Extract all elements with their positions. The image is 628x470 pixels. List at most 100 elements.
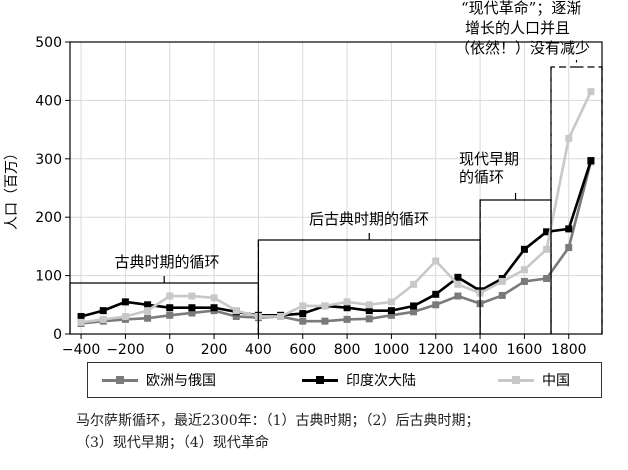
data-point-1 — [188, 304, 196, 312]
plot-frame — [69, 41, 603, 335]
data-point-1 — [77, 312, 85, 320]
data-point-2 — [277, 312, 285, 320]
data-point-1 — [587, 157, 595, 165]
x-tick-label: 800 — [334, 342, 361, 358]
data-point-1 — [299, 310, 307, 318]
data-point-1 — [387, 307, 395, 315]
data-point-2 — [454, 280, 462, 288]
annotation-modern-line1: “现代革命”；逐渐 — [461, 0, 581, 17]
legend-swatch-china — [498, 374, 534, 386]
data-point-1 — [144, 301, 152, 309]
annotation-postclassical: 后古典时期的循环 — [309, 210, 429, 228]
data-point-2 — [365, 301, 373, 309]
data-point-0 — [343, 315, 351, 323]
data-point-2 — [121, 312, 129, 320]
data-point-1 — [454, 273, 462, 281]
data-point-1 — [543, 228, 551, 236]
annotation-modern-line2: 增长的人口并且 — [465, 19, 570, 37]
data-point-2 — [144, 307, 152, 315]
data-point-0 — [232, 312, 240, 320]
legend: 欧洲与俄国 印度次大陆 中国 — [87, 362, 602, 398]
series-line-0 — [80, 161, 593, 325]
data-point-1 — [166, 304, 174, 312]
caption: 马尔萨斯循环，最近2300年：（1）古典时期；（2）后古典时期； （3）现代早期… — [76, 410, 616, 454]
data-point-2 — [543, 245, 551, 253]
data-point-0 — [543, 275, 551, 283]
data-point-2 — [321, 302, 329, 310]
caption-line-2: （3）现代早期；（4）现代革命 — [76, 435, 269, 451]
data-point-0 — [520, 277, 528, 285]
x-tick-label: 200 — [201, 342, 228, 358]
data-point-1 — [365, 307, 373, 315]
data-point-2 — [565, 134, 573, 142]
data-point-0 — [321, 317, 329, 325]
y-tick-label: 0 — [53, 327, 62, 343]
annotation-classical: 古典时期的循环 — [114, 253, 219, 271]
period-brace-0 — [69, 276, 260, 334]
x-tick-label: 1000 — [374, 342, 410, 358]
x-tick-label: 600 — [289, 342, 316, 358]
data-point-1 — [99, 307, 107, 315]
data-point-0 — [387, 311, 395, 319]
legend-swatch-europe — [102, 374, 138, 386]
legend-label-china: 中国 — [542, 373, 570, 389]
period-brace-3 — [550, 60, 603, 334]
data-point-0 — [166, 311, 174, 319]
data-point-2 — [432, 257, 440, 265]
data-point-2 — [520, 266, 528, 274]
caption-line-1: 马尔萨斯循环，最近2300年：（1）古典时期；（2）后古典时期； — [76, 413, 480, 429]
data-point-0 — [188, 309, 196, 317]
axis-ticks: −400 −200 0 200 400 600 800 1000 1200 1400 1600 180… — [35, 35, 586, 358]
legend-item-india: 印度次大陆 — [302, 363, 416, 397]
data-point-0 — [410, 308, 418, 316]
data-point-1 — [121, 298, 129, 306]
y-axis-label: 人口（百万） — [4, 146, 20, 230]
data-point-1 — [343, 304, 351, 312]
data-point-1 — [432, 290, 440, 298]
legend-label-europe: 欧洲与俄国 — [146, 373, 216, 389]
y-tick-label: 100 — [35, 269, 62, 285]
data-point-2 — [410, 280, 418, 288]
data-point-0 — [144, 314, 152, 322]
data-point-2 — [188, 292, 196, 300]
data-point-2 — [587, 88, 595, 96]
y-tick-label: 500 — [35, 35, 62, 51]
data-point-0 — [299, 317, 307, 325]
annotation-modern-line3: （依然！）没有减少 — [455, 39, 590, 57]
data-point-1 — [565, 225, 573, 233]
data-point-2 — [232, 307, 240, 315]
y-tick-label: 400 — [35, 93, 62, 109]
y-tick-label: 200 — [35, 210, 62, 226]
data-point-2 — [77, 318, 85, 326]
legend-swatch-india — [302, 374, 338, 386]
data-point-2 — [343, 298, 351, 306]
data-point-0 — [454, 292, 462, 300]
x-tick-label: 0 — [165, 342, 174, 358]
data-point-1 — [410, 302, 418, 310]
data-point-2 — [210, 294, 218, 302]
data-point-0 — [432, 301, 440, 309]
legend-item-china: 中国 — [498, 363, 570, 397]
x-tick-label: −400 — [62, 342, 100, 358]
x-tick-label: −200 — [106, 342, 144, 358]
data-point-1 — [210, 304, 218, 312]
data-point-1 — [520, 245, 528, 253]
grid-lines — [70, 41, 602, 335]
x-tick-label: 1400 — [462, 342, 498, 358]
x-tick-label: 1200 — [418, 342, 454, 358]
x-tick-label: 400 — [245, 342, 272, 358]
series-line-2 — [80, 91, 593, 324]
annotation-early-modern-line2: 的循环 — [459, 168, 504, 186]
legend-item-europe: 欧洲与俄国 — [102, 363, 216, 397]
period-braces — [69, 60, 603, 334]
data-point-0 — [498, 291, 506, 299]
series-line-1 — [80, 160, 593, 318]
series-lines — [77, 88, 595, 327]
y-tick-label: 300 — [35, 152, 62, 168]
period-brace-2 — [479, 193, 552, 334]
data-point-2 — [99, 315, 107, 323]
x-tick-label: 1600 — [507, 342, 543, 358]
data-point-2 — [498, 277, 506, 285]
annotation-early-modern-line1: 现代早期 — [459, 150, 519, 168]
